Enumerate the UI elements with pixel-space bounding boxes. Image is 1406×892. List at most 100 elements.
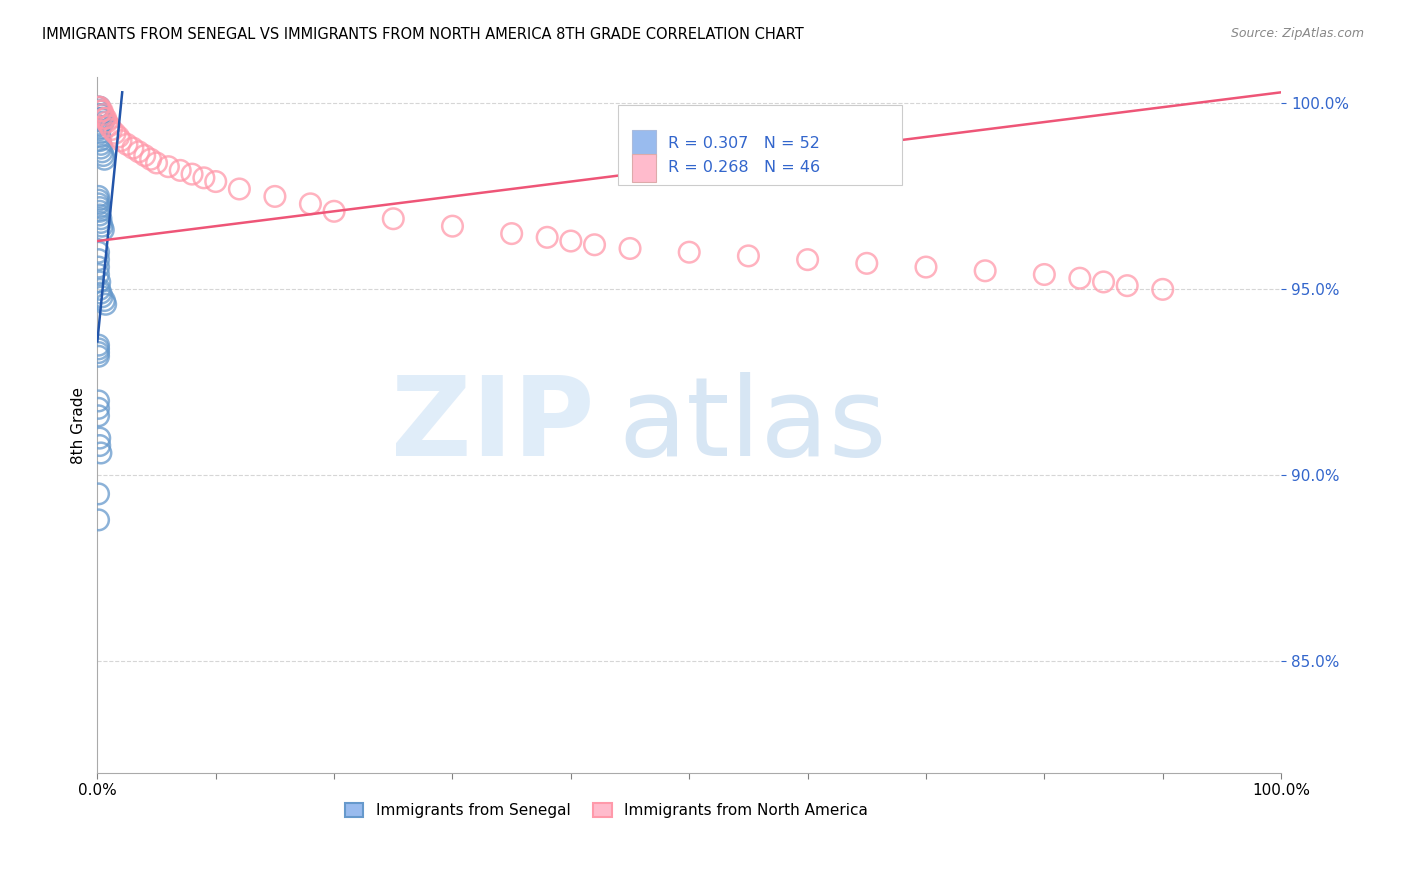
Point — [87, 409, 110, 423]
Point — [1069, 271, 1091, 285]
Point — [323, 204, 346, 219]
Point — [382, 211, 405, 226]
Point — [115, 137, 138, 152]
Point — [87, 487, 110, 501]
Point — [228, 182, 250, 196]
Point — [87, 401, 110, 416]
Point — [89, 100, 111, 114]
Point — [91, 107, 114, 121]
Point — [87, 197, 110, 211]
Point — [974, 264, 997, 278]
Text: R = 0.307   N = 52: R = 0.307 N = 52 — [668, 136, 820, 151]
Text: ZIP: ZIP — [391, 372, 595, 479]
Point — [134, 148, 156, 162]
Y-axis label: 8th Grade: 8th Grade — [72, 386, 86, 464]
Point — [181, 167, 204, 181]
Text: Source: ZipAtlas.com: Source: ZipAtlas.com — [1230, 27, 1364, 40]
Point — [91, 112, 114, 126]
Point — [87, 193, 110, 207]
Point — [91, 145, 114, 159]
Point — [90, 286, 112, 301]
Point — [89, 282, 111, 296]
Point — [104, 126, 127, 140]
Point — [87, 100, 110, 114]
Point — [87, 345, 110, 359]
Point — [90, 215, 112, 229]
Point — [855, 256, 877, 270]
Point — [139, 153, 162, 167]
Text: atlas: atlas — [619, 372, 887, 479]
Point — [98, 119, 121, 133]
Point — [89, 100, 111, 114]
Point — [441, 219, 464, 234]
Point — [583, 237, 606, 252]
Point — [91, 107, 114, 121]
Point — [169, 163, 191, 178]
Point — [121, 141, 143, 155]
Point — [264, 189, 287, 203]
Point — [110, 134, 132, 148]
Point — [87, 338, 110, 352]
Point — [1092, 275, 1115, 289]
Point — [89, 208, 111, 222]
Point — [87, 260, 110, 274]
Point — [737, 249, 759, 263]
FancyBboxPatch shape — [619, 105, 903, 186]
Point — [796, 252, 818, 267]
Point — [91, 219, 114, 234]
Point — [560, 234, 582, 248]
Point — [536, 230, 558, 244]
Point — [915, 260, 938, 274]
Point — [87, 122, 110, 136]
Text: R = 0.268   N = 46: R = 0.268 N = 46 — [668, 161, 820, 176]
Point — [87, 252, 110, 267]
Point — [89, 431, 111, 445]
Point — [87, 349, 110, 363]
Point — [90, 103, 112, 118]
Point — [145, 156, 167, 170]
Point — [90, 103, 112, 118]
Point — [501, 227, 523, 241]
Point — [89, 134, 111, 148]
Point — [91, 148, 114, 162]
Point — [91, 103, 114, 118]
Point — [619, 242, 641, 256]
Point — [1116, 278, 1139, 293]
Point — [93, 153, 115, 167]
Point — [89, 438, 111, 452]
Point — [100, 122, 122, 136]
Point — [87, 100, 110, 114]
Point — [90, 107, 112, 121]
Point — [89, 201, 111, 215]
Point — [87, 119, 110, 133]
Point — [89, 204, 111, 219]
Point — [1033, 268, 1056, 282]
Point — [193, 170, 215, 185]
Point — [204, 175, 226, 189]
Bar — [633, 129, 657, 157]
Point — [90, 141, 112, 155]
Point — [157, 160, 180, 174]
Point — [91, 112, 114, 126]
Point — [87, 342, 110, 356]
Point — [90, 112, 112, 126]
Point — [1152, 282, 1174, 296]
Point — [89, 130, 111, 145]
Point — [93, 112, 115, 126]
Point — [91, 115, 114, 129]
Point — [91, 290, 114, 304]
Point — [90, 446, 112, 460]
Point — [89, 275, 111, 289]
Point — [90, 211, 112, 226]
Point — [299, 197, 322, 211]
Bar — [633, 154, 657, 182]
Point — [87, 268, 110, 282]
Text: IMMIGRANTS FROM SENEGAL VS IMMIGRANTS FROM NORTH AMERICA 8TH GRADE CORRELATION C: IMMIGRANTS FROM SENEGAL VS IMMIGRANTS FR… — [42, 27, 804, 42]
Point — [90, 137, 112, 152]
Point — [89, 126, 111, 140]
Point — [91, 223, 114, 237]
Point — [94, 297, 117, 311]
Legend: Immigrants from Senegal, Immigrants from North America: Immigrants from Senegal, Immigrants from… — [339, 797, 873, 824]
Point — [87, 245, 110, 260]
Point — [93, 293, 115, 308]
